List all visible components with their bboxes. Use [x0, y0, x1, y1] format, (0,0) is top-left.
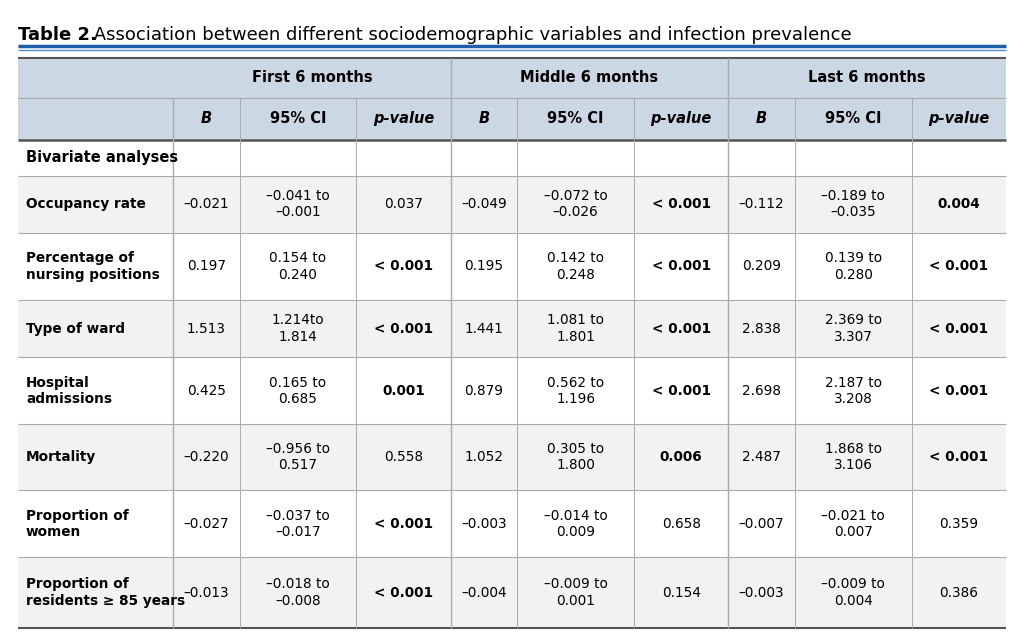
Text: 0.386: 0.386: [939, 586, 978, 600]
Text: –0.003: –0.003: [461, 517, 507, 531]
Bar: [18, 233, 1006, 300]
Text: 0.658: 0.658: [662, 517, 700, 531]
Text: 2.369 to
3.307: 2.369 to 3.307: [824, 314, 882, 343]
Text: < 0.001: < 0.001: [651, 322, 711, 336]
Text: 0.558: 0.558: [384, 450, 423, 464]
Text: –0.021 to
0.007: –0.021 to 0.007: [821, 509, 885, 539]
Text: 1.513: 1.513: [186, 322, 226, 336]
Text: Table 2.: Table 2.: [18, 26, 97, 44]
Text: 2.838: 2.838: [742, 322, 781, 336]
Bar: [18, 557, 1006, 628]
Text: < 0.001: < 0.001: [929, 259, 988, 273]
Text: –0.014 to
0.009: –0.014 to 0.009: [544, 509, 607, 539]
Text: < 0.001: < 0.001: [374, 322, 433, 336]
Text: 95% CI: 95% CI: [269, 111, 327, 127]
Text: –0.009 to
0.004: –0.009 to 0.004: [821, 577, 885, 607]
Text: Hospital
admissions: Hospital admissions: [26, 376, 112, 406]
Text: < 0.001: < 0.001: [929, 450, 988, 464]
Text: < 0.001: < 0.001: [374, 517, 433, 531]
Text: 0.004: 0.004: [937, 197, 980, 211]
Text: 1.214to
1.814: 1.214to 1.814: [271, 314, 325, 343]
Text: < 0.001: < 0.001: [929, 322, 988, 336]
Text: < 0.001: < 0.001: [929, 384, 988, 398]
Text: 0.425: 0.425: [186, 384, 226, 398]
Text: –0.027: –0.027: [183, 517, 229, 531]
Text: –0.112: –0.112: [739, 197, 784, 211]
Text: Last 6 months: Last 6 months: [808, 71, 926, 85]
Text: B: B: [756, 111, 767, 127]
Text: < 0.001: < 0.001: [374, 586, 433, 600]
Text: < 0.001: < 0.001: [651, 197, 711, 211]
Text: –0.004: –0.004: [461, 586, 507, 600]
Text: 1.052: 1.052: [465, 450, 504, 464]
Text: 0.165 to
0.685: 0.165 to 0.685: [269, 376, 327, 406]
Text: < 0.001: < 0.001: [651, 384, 711, 398]
Bar: [18, 300, 1006, 357]
Text: 2.698: 2.698: [742, 384, 781, 398]
Text: < 0.001: < 0.001: [374, 259, 433, 273]
Text: –0.072 to
–0.026: –0.072 to –0.026: [544, 190, 607, 219]
Bar: [18, 490, 1006, 557]
Text: 0.001: 0.001: [382, 384, 425, 398]
Text: 1.081 to
1.801: 1.081 to 1.801: [547, 314, 604, 343]
Text: Association between different sociodemographic variables and infection prevalenc: Association between different sociodemog…: [88, 26, 852, 44]
Text: 0.197: 0.197: [186, 259, 226, 273]
Text: –0.220: –0.220: [183, 450, 229, 464]
Text: Occupancy rate: Occupancy rate: [26, 197, 145, 211]
Text: 1.868 to
3.106: 1.868 to 3.106: [824, 442, 882, 473]
Text: 0.209: 0.209: [742, 259, 781, 273]
Bar: [18, 424, 1006, 490]
Text: 0.359: 0.359: [939, 517, 978, 531]
Text: Type of ward: Type of ward: [26, 322, 125, 336]
Text: –0.021: –0.021: [183, 197, 229, 211]
Text: 1.441: 1.441: [465, 322, 504, 336]
Text: –0.003: –0.003: [739, 586, 784, 600]
Text: 0.142 to
0.248: 0.142 to 0.248: [547, 251, 604, 282]
Text: 0.879: 0.879: [465, 384, 504, 398]
Text: –0.049: –0.049: [461, 197, 507, 211]
Text: 95% CI: 95% CI: [548, 111, 604, 127]
Text: –0.018 to
–0.008: –0.018 to –0.008: [266, 577, 330, 607]
Text: 0.139 to
0.280: 0.139 to 0.280: [824, 251, 882, 282]
Text: First 6 months: First 6 months: [252, 71, 372, 85]
Text: 2.187 to
3.208: 2.187 to 3.208: [824, 376, 882, 406]
Text: p‑value: p‑value: [650, 111, 712, 127]
Text: B: B: [201, 111, 212, 127]
Text: 0.006: 0.006: [659, 450, 702, 464]
Bar: [18, 176, 1006, 233]
Text: –0.956 to
0.517: –0.956 to 0.517: [266, 442, 330, 473]
Text: Percentage of
nursing positions: Percentage of nursing positions: [26, 251, 160, 282]
Text: –0.037 to
–0.017: –0.037 to –0.017: [266, 509, 330, 539]
Text: Bivariate analyses: Bivariate analyses: [26, 150, 178, 165]
Text: 0.154: 0.154: [662, 586, 700, 600]
Text: 95% CI: 95% CI: [825, 111, 882, 127]
Text: Proportion of
residents ≥ 85 years: Proportion of residents ≥ 85 years: [26, 577, 185, 607]
Text: 0.305 to
1.800: 0.305 to 1.800: [547, 442, 604, 473]
Text: 0.037: 0.037: [384, 197, 423, 211]
Text: –0.189 to
–0.035: –0.189 to –0.035: [821, 190, 885, 219]
Text: Middle 6 months: Middle 6 months: [520, 71, 658, 85]
Text: < 0.001: < 0.001: [651, 259, 711, 273]
Text: 0.195: 0.195: [465, 259, 504, 273]
Text: 0.154 to
0.240: 0.154 to 0.240: [269, 251, 327, 282]
Bar: [18, 58, 1006, 140]
Text: –0.009 to
0.001: –0.009 to 0.001: [544, 577, 607, 607]
Text: Proportion of
women: Proportion of women: [26, 509, 129, 539]
Text: –0.007: –0.007: [739, 517, 784, 531]
Text: p‑value: p‑value: [373, 111, 434, 127]
Bar: [18, 140, 1006, 176]
Text: –0.041 to
–0.001: –0.041 to –0.001: [266, 190, 330, 219]
Text: B: B: [478, 111, 489, 127]
Bar: [18, 357, 1006, 424]
Text: –0.013: –0.013: [183, 586, 229, 600]
Text: p‑value: p‑value: [928, 111, 989, 127]
Text: Mortality: Mortality: [26, 450, 96, 464]
Text: 0.562 to
1.196: 0.562 to 1.196: [547, 376, 604, 406]
Text: 2.487: 2.487: [742, 450, 781, 464]
